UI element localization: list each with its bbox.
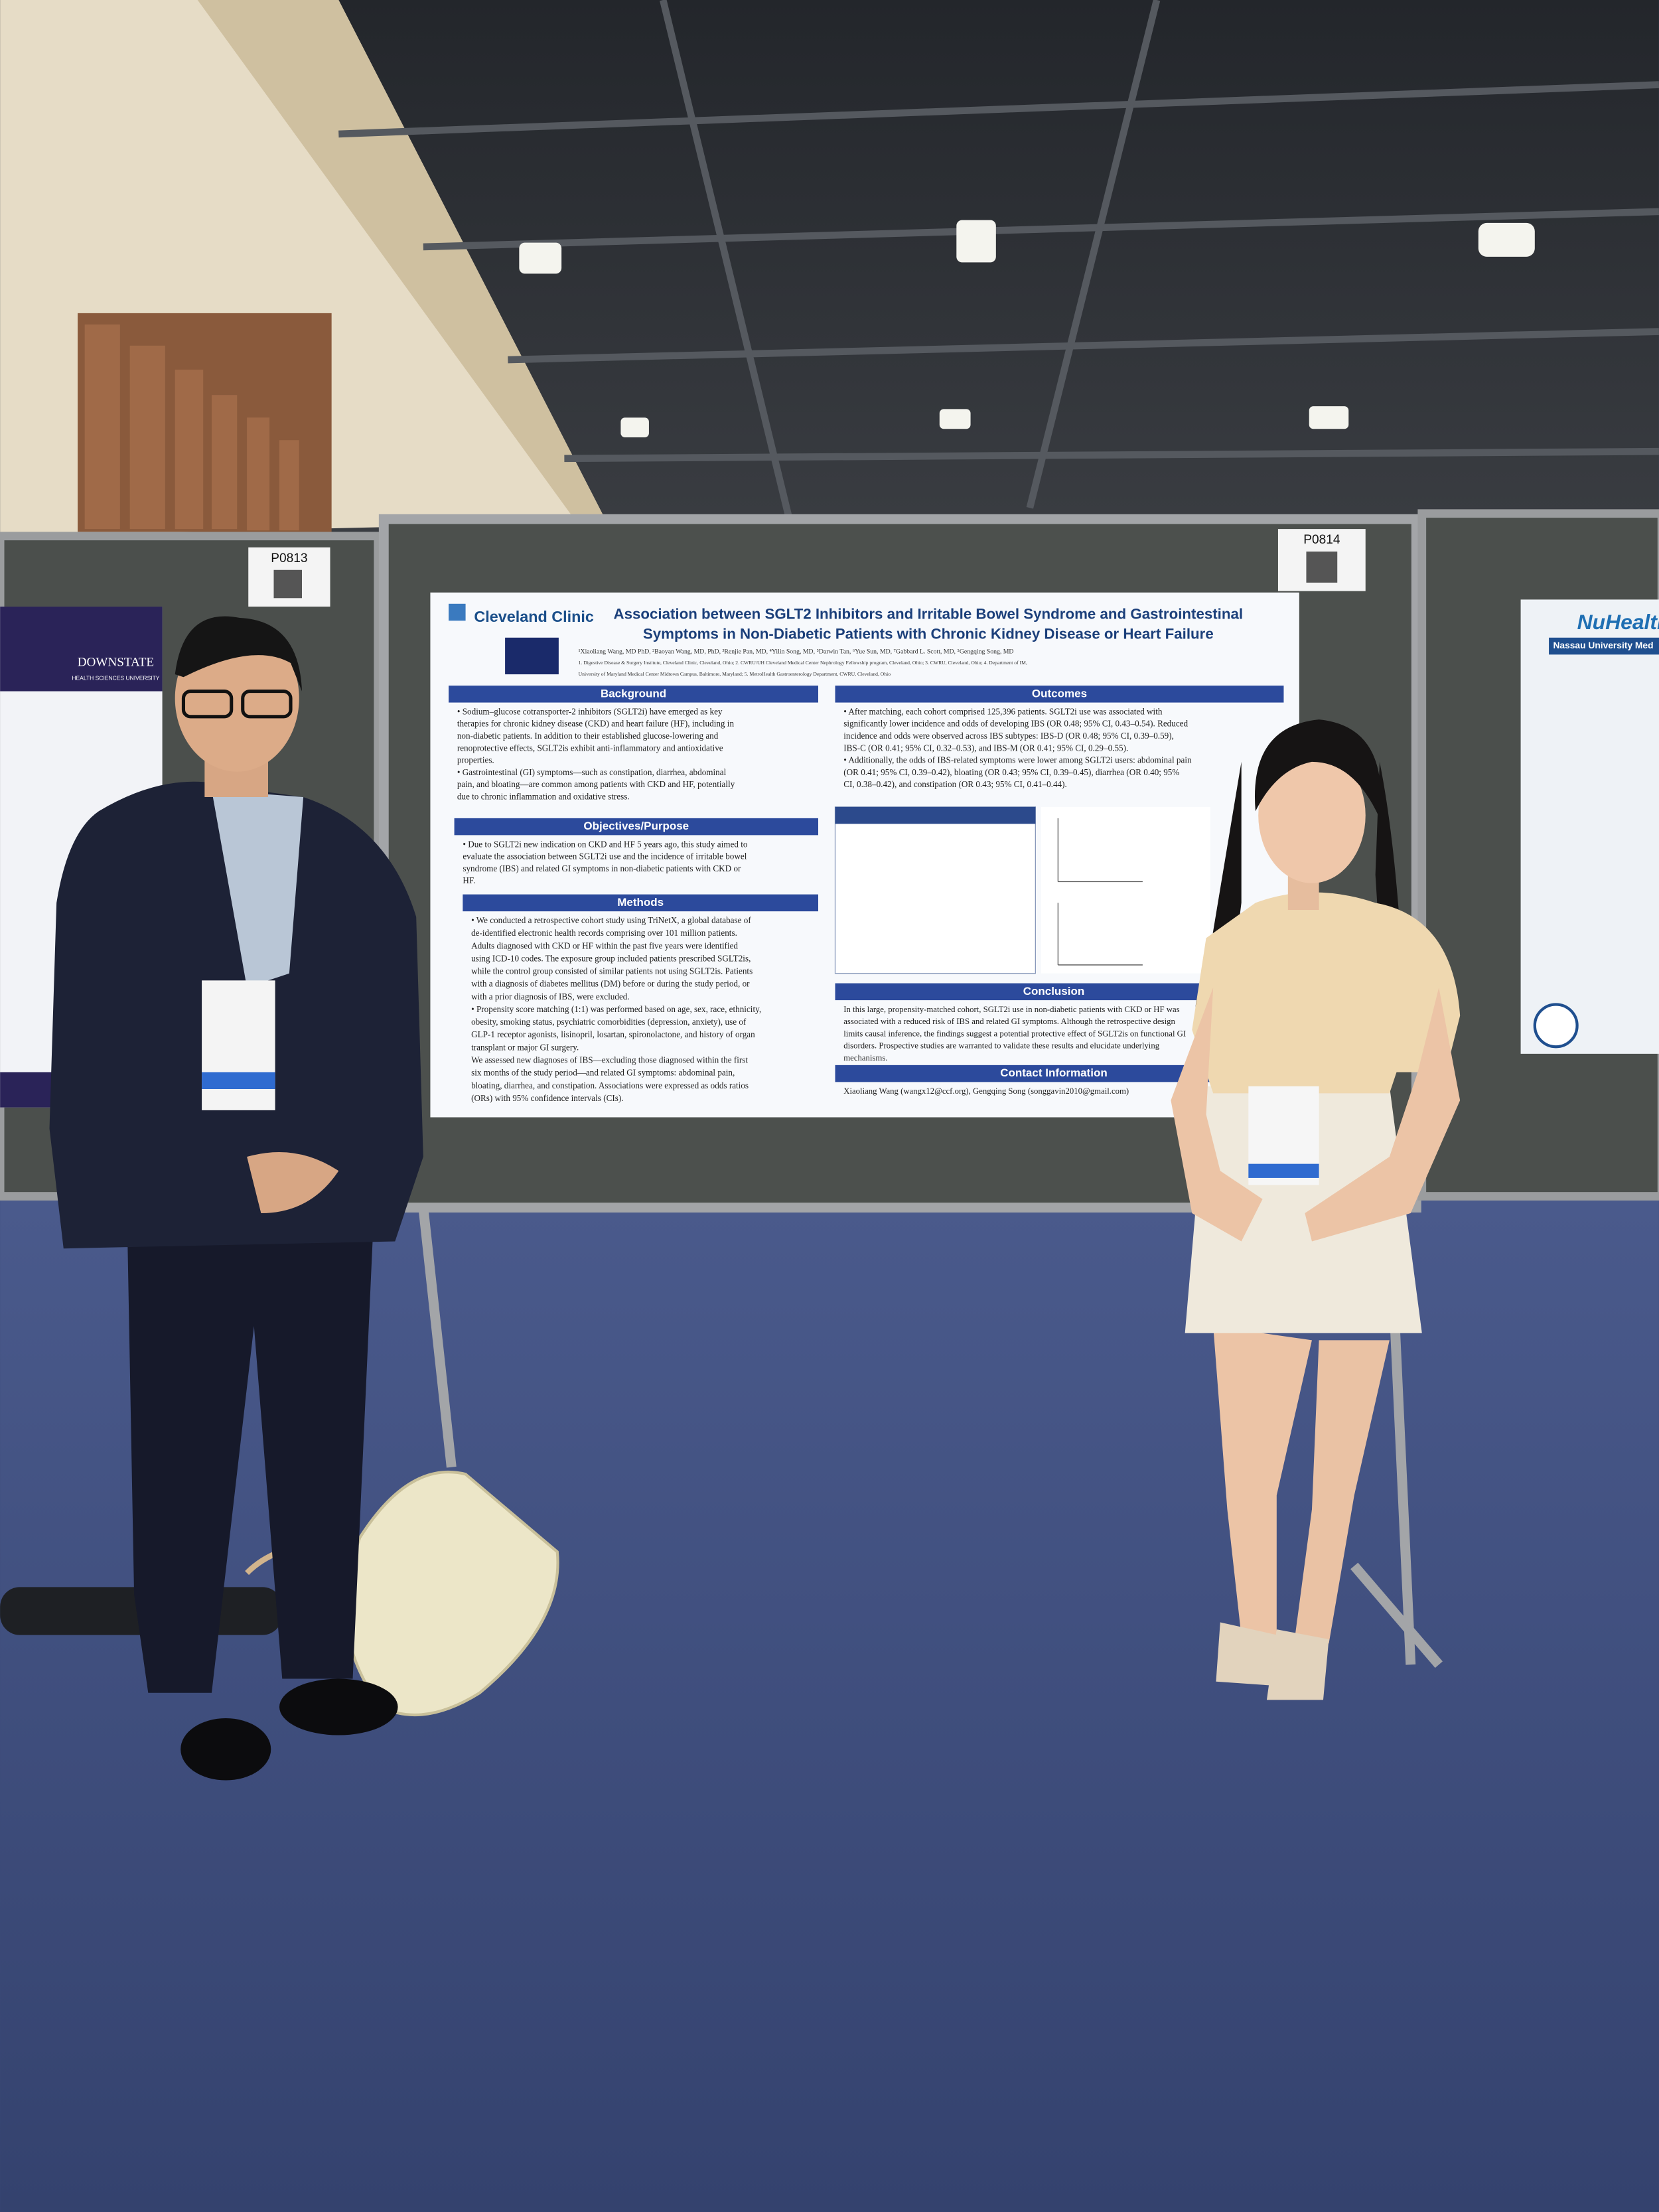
section-text: We assessed new diagnoses of IBS—excludi… bbox=[471, 1055, 748, 1065]
section-text: • After matching, each cohort comprised … bbox=[843, 706, 1163, 716]
poster-authors: ¹Xiaoliang Wang, MD PhD, ²Baoyan Wang, M… bbox=[579, 648, 1014, 655]
right-poster bbox=[1520, 599, 1659, 1054]
booth-number: P0813 bbox=[271, 552, 307, 565]
section-header-bar bbox=[454, 818, 818, 836]
section-text: In this large, propensity-matched cohort… bbox=[843, 1005, 1179, 1014]
section-text: (ORs) with 95% confidence intervals (CIs… bbox=[471, 1093, 623, 1103]
section-header-bar bbox=[835, 686, 1284, 703]
section-text: IBS-C (OR 0.41; 95% CI, 0.32–0.53), and … bbox=[843, 743, 1128, 753]
wall-trim bbox=[197, 0, 607, 525]
poster-logo: NuHealth bbox=[1577, 610, 1659, 634]
section-text: properties. bbox=[457, 755, 494, 765]
section-text: with a prior diagnosis of IBS, were excl… bbox=[471, 992, 630, 1001]
section-heading: Methods bbox=[617, 896, 664, 909]
section-text: pain, and bloating—are common among pati… bbox=[457, 779, 735, 789]
section-text: HF. bbox=[463, 875, 475, 885]
section-text: while the control group consisted of sim… bbox=[471, 966, 753, 976]
person-left bbox=[49, 616, 423, 1781]
section-text: using ICD-10 codes. The exposure group i… bbox=[471, 953, 751, 963]
section-text: • We conducted a retrospective cohort st… bbox=[471, 915, 751, 925]
section-text: (OR 0.41; 95% CI, 0.39–0.42), bloating (… bbox=[843, 767, 1179, 777]
section-text: significantly lower incidence and odds o… bbox=[843, 719, 1188, 729]
results-table bbox=[834, 806, 1036, 974]
section-text: disorders. Prospective studies are warra… bbox=[843, 1041, 1159, 1051]
section-text: therapies for chronic kidney disease (CK… bbox=[457, 719, 735, 729]
section-text: transplant or major GI surgery. bbox=[471, 1042, 579, 1052]
poster-subtitle: Nassau University Med bbox=[1553, 640, 1653, 650]
section-text: with a diagnosis of diabetes mellitus (D… bbox=[471, 979, 750, 989]
section-text: GLP-1 receptor agonists, lisinopril, los… bbox=[471, 1029, 755, 1039]
section-text: • Gastrointestinal (GI) symptoms—such as… bbox=[457, 767, 727, 777]
person-right bbox=[1171, 719, 1461, 1700]
section-text: evaluate the association between SGLT2i … bbox=[463, 851, 747, 861]
section-heading: Conclusion bbox=[1023, 985, 1085, 997]
section-heading: Contact Information bbox=[1000, 1067, 1107, 1079]
section-text: • Due to SGLT2i new indication on CKD an… bbox=[463, 839, 748, 849]
right-poster-band bbox=[1549, 637, 1659, 655]
wall-panels bbox=[78, 313, 332, 532]
poster-logo: DOWNSTATE bbox=[78, 655, 154, 669]
university-logo bbox=[505, 637, 559, 675]
section-heading: Outcomes bbox=[1032, 687, 1087, 700]
section-text: mechanisms. bbox=[843, 1053, 887, 1063]
section-text: de-identified electronic health records … bbox=[471, 928, 737, 938]
ceiling-lights bbox=[519, 220, 1535, 437]
poster-logo: Cleveland Clinic bbox=[474, 608, 594, 625]
ceiling-trusses bbox=[338, 0, 1659, 523]
section-text: due to chronic inflammation and oxidativ… bbox=[457, 791, 630, 801]
poster-title: Symptoms in Non-Diabetic Patients with C… bbox=[643, 625, 1214, 642]
section-text: CI, 0.38–0.42), and constipation (OR 0.4… bbox=[843, 779, 1067, 789]
section-header-bar bbox=[463, 894, 818, 912]
section-text: incidence and odds were observed across … bbox=[843, 731, 1174, 741]
section-text: non-diabetic patients. In addition to th… bbox=[457, 731, 719, 741]
badge-logo bbox=[1533, 1003, 1579, 1049]
section-text: • Propensity score matching (1:1) was pe… bbox=[471, 1004, 761, 1014]
poster-title: Association between SGLT2 Inhibitors and… bbox=[613, 606, 1243, 623]
booth-number: P0814 bbox=[1303, 533, 1340, 547]
section-header-bar bbox=[449, 686, 818, 703]
section-text: obesity, smoking status, psychiatric com… bbox=[471, 1017, 747, 1027]
section-text: associated with a reduced risk of IBS an… bbox=[843, 1017, 1175, 1026]
section-text: • Sodium–glucose cotransporter-2 inhibit… bbox=[457, 706, 723, 716]
section-text: Adults diagnosed with CKD or HF within t… bbox=[471, 940, 738, 950]
section-text: limits causal inference, the findings su… bbox=[843, 1029, 1186, 1038]
qr-code bbox=[273, 569, 303, 599]
section-heading: Objectives/Purpose bbox=[583, 820, 689, 832]
left-poster-header bbox=[0, 607, 163, 692]
poster-affiliation: 1. Digestive Disease & Surgery Institute… bbox=[579, 660, 1027, 666]
tote-bag bbox=[343, 1470, 559, 1717]
section-text: six months of the study period—and relat… bbox=[471, 1068, 735, 1078]
section-text: syndrome (IBS) and related GI symptoms i… bbox=[463, 863, 741, 873]
poster-logo-subtitle: HEALTH SCIENCES UNIVERSITY bbox=[72, 675, 159, 682]
section-heading: Background bbox=[601, 687, 666, 700]
section-text: bloating, diarrhea, and constipation. As… bbox=[471, 1080, 749, 1090]
section-text: Xiaoliang Wang (wangx12@ccf.org), Gengqi… bbox=[843, 1086, 1129, 1096]
clinic-icon bbox=[449, 603, 466, 621]
section-text: • Additionally, the odds of IBS-related … bbox=[843, 755, 1192, 765]
results-figure bbox=[1041, 806, 1210, 974]
qr-code bbox=[1306, 552, 1338, 583]
poster-affiliation: University of Maryland Medical Center Mi… bbox=[579, 671, 891, 677]
section-text: renoprotective effects, SGLT2is exhibit … bbox=[457, 743, 723, 753]
